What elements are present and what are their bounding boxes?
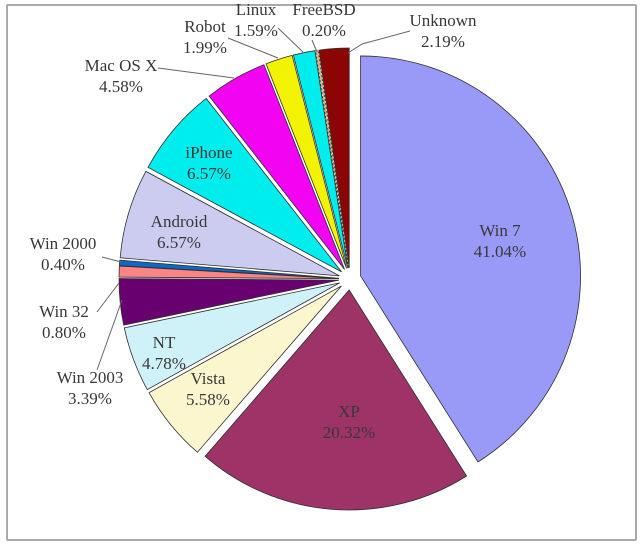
slice-name-text: Android	[150, 212, 208, 231]
slice-label-android: Android 6.57%	[151, 211, 208, 253]
slice-percent-text: 41.04%	[473, 242, 527, 261]
leader-line-macosx	[157, 67, 235, 79]
slice-label-robot: Robot 1.99%	[183, 16, 227, 58]
slice-label-linux: Linux 1.59%	[234, 0, 278, 41]
slice-name-text: Win 32	[39, 302, 89, 321]
pie-slice-unknown	[318, 47, 350, 269]
slice-percent-text: 6.57%	[187, 164, 231, 183]
slice-percent-text: 4.78%	[142, 354, 186, 373]
leader-line-win2003	[96, 299, 123, 371]
slice-name-text: Unknown	[409, 11, 477, 30]
slice-percent-text: 0.20%	[302, 21, 346, 40]
slice-percent-text: 20.32%	[322, 423, 376, 442]
leader-line-freebsd	[311, 39, 318, 53]
slice-label-win7: Win 7 41.04%	[474, 220, 526, 262]
pie-slice-robot	[265, 54, 348, 269]
slice-name-text: FreeBSD	[292, 0, 356, 19]
slice-name-text: NT	[152, 333, 176, 352]
slice-name-text: XP	[338, 402, 360, 421]
slice-label-macosx: Mac OS X 4.58%	[85, 55, 158, 97]
pie-slice-win2003	[118, 278, 340, 326]
slice-percent-text: 0.80%	[42, 323, 86, 342]
slice-name-text: Linux	[235, 0, 277, 19]
leader-line-robot	[227, 37, 279, 59]
slice-percent-text: 0.40%	[41, 255, 85, 274]
slice-percent-text: 1.99%	[183, 38, 227, 57]
slice-name-text: Robot	[184, 17, 226, 36]
slice-name-text: iPhone	[185, 143, 233, 162]
slice-percent-text: 4.58%	[99, 77, 143, 96]
slice-name-text: Win 2003	[56, 368, 124, 387]
pie-slice-iphone	[147, 97, 342, 273]
slice-name-text: Win 2000	[29, 234, 97, 253]
slice-name-text: Mac OS X	[84, 56, 158, 75]
pie-slice-macosx	[208, 64, 345, 270]
leader-line-linux	[277, 27, 304, 53]
leader-line-win32	[96, 282, 120, 313]
slice-percent-text: 3.39%	[68, 389, 112, 408]
slice-percent-text: 2.19%	[421, 32, 465, 51]
slice-percent-text: 6.57%	[157, 233, 201, 252]
pie-slice-win2000	[118, 259, 340, 279]
pie-slice-linux	[292, 50, 349, 269]
leader-line-win2000	[101, 256, 122, 263]
slice-label-vista: Vista 5.58%	[186, 368, 230, 410]
pie-slice-freebsd	[315, 49, 349, 269]
slice-name-text: Vista	[190, 369, 226, 388]
slice-label-win32: Win 32 0.80%	[39, 301, 89, 343]
slice-label-unknown: Unknown 2.19%	[409, 10, 476, 52]
pie-slice-win7	[360, 55, 581, 463]
slice-label-nt: NT 4.78%	[142, 332, 186, 374]
slice-label-win2003: Win 2003 3.39%	[57, 367, 124, 409]
pie-slice-android	[119, 170, 340, 277]
pie-slice-win32	[118, 265, 340, 280]
slice-percent-text: 1.59%	[234, 21, 278, 40]
slice-name-text: Win 7	[479, 221, 521, 240]
pie-slice-xp	[204, 289, 468, 511]
slice-label-freebsd: FreeBSD 0.20%	[292, 0, 355, 41]
slice-label-iphone: iPhone 6.57%	[185, 142, 232, 184]
slice-label-win2000: Win 2000 0.40%	[30, 233, 97, 275]
pie-slice-nt	[123, 282, 340, 391]
pie-slice-vista	[148, 285, 342, 453]
leader-line-unknown	[347, 30, 411, 54]
slice-label-xp: XP 20.32%	[323, 401, 375, 443]
slice-percent-text: 5.58%	[186, 390, 230, 409]
